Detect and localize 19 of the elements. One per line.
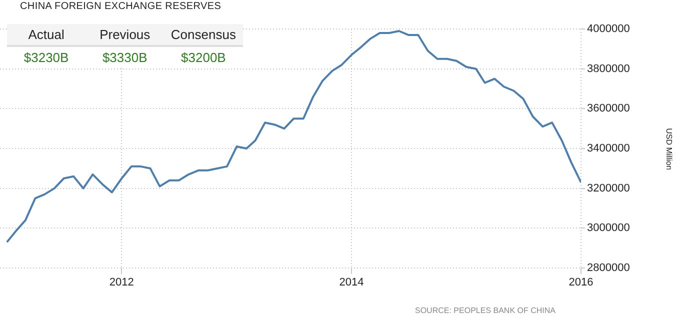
x-tick-label: 2016: [568, 276, 594, 289]
y2-tick-label: 3600000: [587, 102, 630, 115]
annotation: $3200B: [180, 49, 227, 67]
annotation: Previous: [98, 26, 152, 44]
source-note: SOURCE: PEOPLES BANK OF CHINA: [415, 306, 556, 315]
x-tick-label: 2014: [339, 276, 364, 289]
y2-axis-title: USD Million: [664, 128, 674, 170]
annotation: Consensus: [170, 26, 237, 44]
chart-title: CHINA FOREIGN EXCHANGE RESERVES: [20, 1, 222, 12]
annotation: Actual: [27, 26, 66, 44]
y2-tick-label: 3800000: [587, 62, 630, 75]
annotation: $3330B: [101, 49, 148, 67]
y2-tick-label: 3000000: [587, 222, 630, 234]
annotation: $3230B: [22, 49, 70, 67]
x-tick-label: 2012: [109, 276, 134, 289]
y2-tick-label: 3400000: [587, 142, 630, 155]
y2-tick-label: 4000000: [587, 23, 630, 36]
y2-tick-label: 2800000: [587, 262, 630, 274]
y2-tick-label: 3200000: [587, 182, 630, 194]
